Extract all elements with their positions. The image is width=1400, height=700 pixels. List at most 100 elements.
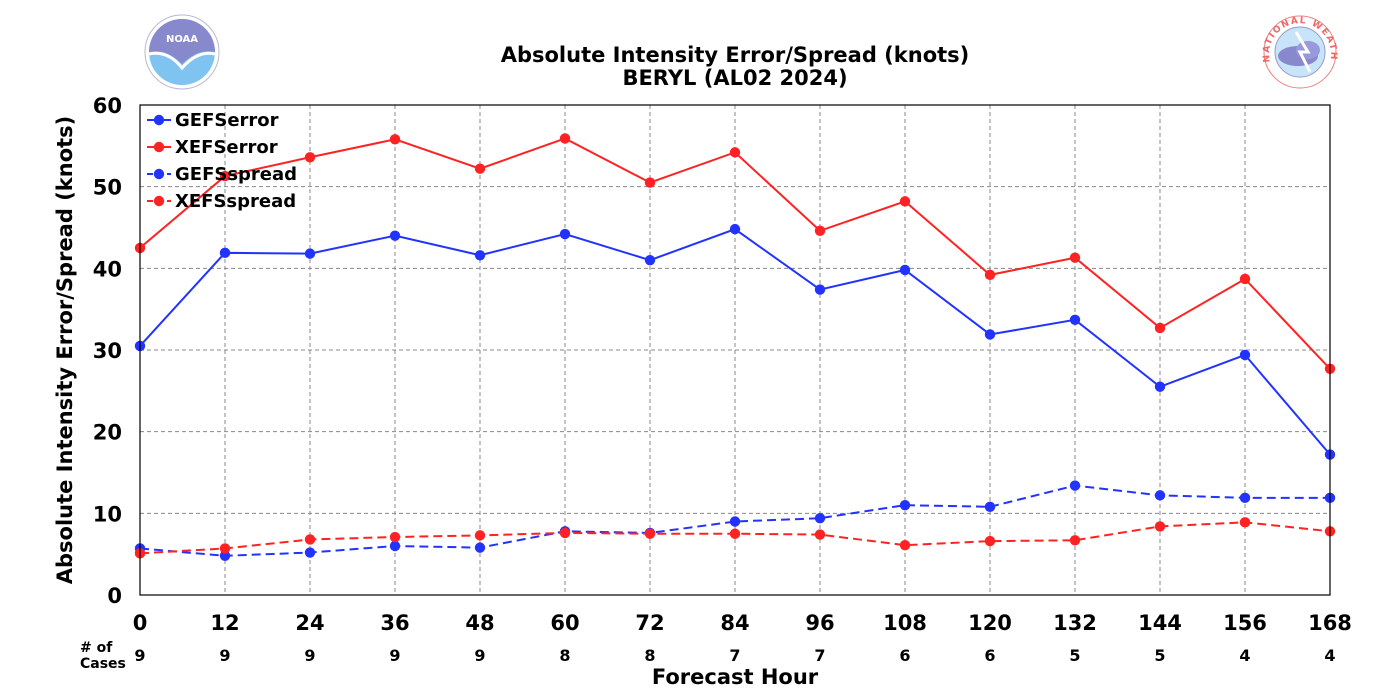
case-count: 7 <box>814 646 825 665</box>
x-tick-label: 36 <box>380 611 409 635</box>
y-tick-label: 0 <box>107 584 122 608</box>
data-point <box>474 530 486 541</box>
data-point <box>1069 480 1081 491</box>
plot-frame <box>139 104 1331 596</box>
data-point <box>1239 349 1251 361</box>
data-point <box>559 133 571 144</box>
data-point <box>1239 517 1251 528</box>
y-tick-label: 50 <box>93 176 122 200</box>
noaa-logo: NOAA <box>144 14 220 90</box>
legend-swatch-marker <box>153 168 165 180</box>
x-tick-label: 0 <box>133 611 148 635</box>
data-point <box>899 196 911 207</box>
x-tick-label: 12 <box>210 611 239 635</box>
data-point <box>814 225 826 236</box>
noaa-logo-text: NOAA <box>166 34 198 45</box>
data-point <box>644 254 656 266</box>
data-point <box>1154 521 1166 532</box>
case-count: 9 <box>474 646 485 665</box>
x-tick-label: 132 <box>1053 611 1097 635</box>
x-tick-label: 84 <box>720 611 749 635</box>
legend-label: GEFSspread <box>175 164 297 185</box>
legend-item-XEFSerror: XEFSerror <box>147 137 278 158</box>
data-point <box>304 152 316 163</box>
data-point <box>304 248 316 259</box>
x-tick-label: 72 <box>635 611 664 635</box>
data-point <box>389 531 401 543</box>
x-tick-label: 168 <box>1308 611 1352 635</box>
case-count: 8 <box>644 646 655 665</box>
data-point <box>1069 535 1081 546</box>
data-point <box>899 264 911 276</box>
case-count: 5 <box>1069 646 1080 665</box>
legend-label: XEFSerror <box>175 137 278 158</box>
legend: GEFSerror XEFSerror GEFSspread XEFSspread <box>147 110 297 212</box>
series-GEFSerror <box>134 223 1336 460</box>
legend-swatch-marker <box>153 195 165 207</box>
x-tick-label: 108 <box>883 611 927 635</box>
x-tick-labels: 0 12 24 36 48 60 72 84 96 108 120 132 144 156 168 <box>133 611 1352 635</box>
data-point <box>984 535 996 547</box>
data-point <box>389 230 401 241</box>
x-tick-label: 96 <box>805 611 834 635</box>
case-count: 5 <box>1154 646 1165 665</box>
data-point <box>304 534 316 545</box>
legend-swatch-marker <box>153 114 165 126</box>
data-point <box>559 228 571 240</box>
cases-label-line2: Cases <box>80 656 126 672</box>
x-tick-label: 156 <box>1223 611 1267 635</box>
data-point <box>729 223 741 235</box>
data-point <box>1154 490 1166 501</box>
case-count: 4 <box>1324 646 1335 665</box>
data-point <box>304 547 316 558</box>
y-tick-label: 60 <box>93 94 122 118</box>
data-point <box>899 499 911 511</box>
legend-label: GEFSerror <box>175 110 279 131</box>
series-XEFSspread <box>134 517 1336 559</box>
grid <box>140 105 1330 595</box>
case-count: 6 <box>899 646 910 665</box>
data-point <box>644 528 656 539</box>
data-point <box>729 147 741 158</box>
series-XEFSerror <box>134 133 1336 374</box>
case-count: 8 <box>559 646 570 665</box>
legend-item-XEFSspread: XEFSspread <box>147 191 296 212</box>
x-tick-label: 60 <box>550 611 579 635</box>
data-point <box>814 284 826 295</box>
data-point <box>814 529 826 540</box>
x-axis-label: Forecast Hour <box>652 665 819 689</box>
series-layer <box>134 133 1336 561</box>
case-count: 9 <box>134 646 145 665</box>
data-point <box>389 134 401 145</box>
data-point <box>814 513 826 524</box>
data-point <box>219 247 231 259</box>
cases-label-line1: # of <box>80 640 113 656</box>
data-point <box>474 163 486 174</box>
data-point <box>219 543 231 554</box>
data-point <box>984 329 996 340</box>
legend-label: XEFSspread <box>175 191 296 212</box>
legend-swatch-marker <box>153 141 165 153</box>
case-count: 9 <box>304 646 315 665</box>
data-point <box>474 542 486 553</box>
nws-logo: NATIONAL WEATHER SERVICE <box>1262 15 1337 89</box>
data-point <box>219 550 231 561</box>
case-count: 9 <box>219 646 230 665</box>
data-point <box>1154 381 1166 392</box>
data-point <box>389 540 401 552</box>
data-point <box>1069 314 1081 325</box>
case-count: 6 <box>984 646 995 665</box>
y-tick-label: 30 <box>93 339 122 363</box>
data-point <box>1239 273 1251 285</box>
case-count: 4 <box>1239 646 1250 665</box>
data-point <box>984 269 996 281</box>
y-tick-labels: 0 10 20 30 40 50 60 <box>93 94 122 608</box>
y-tick-label: 10 <box>93 502 122 526</box>
y-axis-label: Absolute Intensity Error/Spread (knots) <box>53 116 77 585</box>
data-point <box>1069 252 1081 263</box>
data-point <box>1239 492 1251 504</box>
data-point <box>899 539 911 551</box>
chart-title: Absolute Intensity Error/Spread (knots) <box>501 43 970 67</box>
data-point <box>644 177 656 188</box>
